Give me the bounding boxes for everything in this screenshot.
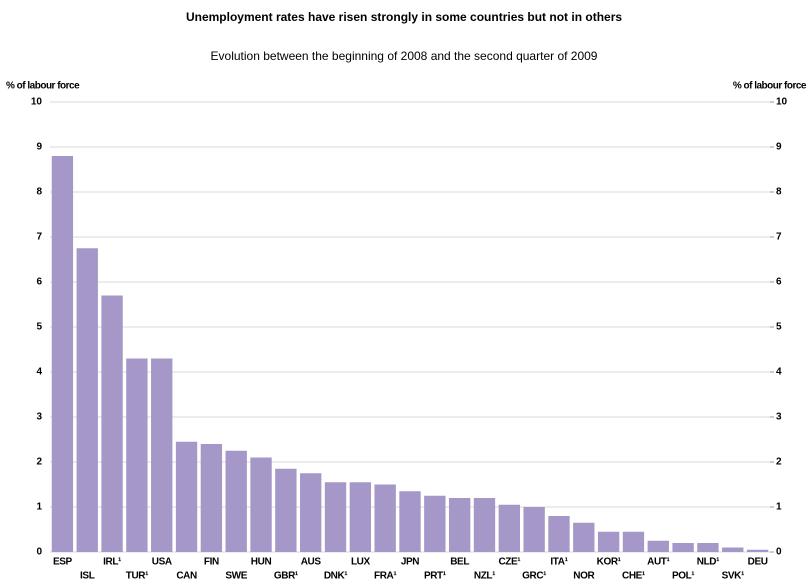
y2-axis-label: % of labour force: [733, 81, 807, 92]
x-tick-label: DEU: [748, 557, 768, 568]
y2-tick-label: 8: [776, 187, 782, 198]
x-tick-label: POL¹: [672, 571, 695, 581]
x-tick-label: FRA¹: [374, 571, 397, 581]
y-tick-label: 6: [36, 277, 42, 288]
x-tick-label: ISL: [80, 571, 95, 581]
y-tick-label: 4: [36, 367, 42, 378]
bar: [697, 543, 719, 552]
x-tick-label: SVK¹: [722, 571, 745, 581]
y2-tick-label: 5: [776, 322, 782, 333]
bar: [672, 543, 694, 552]
bar: [647, 540, 669, 552]
y-tick-label: 8: [36, 187, 42, 198]
bar: [473, 498, 496, 552]
y-tick-label: 0: [36, 547, 42, 558]
bar: [126, 358, 148, 552]
x-tick-label: NZL¹: [474, 571, 496, 581]
x-tick-label: BEL: [450, 557, 469, 568]
x-tick-label: CAN: [176, 571, 197, 581]
chart-subtitle: Evolution between the beginning of 2008 …: [211, 49, 598, 63]
x-tick-label: AUT¹: [647, 557, 670, 568]
x-tick-label: CHE¹: [622, 571, 646, 581]
y2-tick-label: 2: [776, 457, 782, 468]
x-tick-label: ESP: [53, 557, 73, 568]
x-tick-label: NOR: [573, 571, 595, 581]
bar: [250, 457, 272, 552]
x-tick-label: AUS: [301, 557, 322, 568]
y-axis-label: % of labour force: [6, 81, 80, 92]
bar: [498, 504, 520, 552]
x-tick-label: HUN: [251, 557, 272, 568]
x-tick-label: SWE: [225, 571, 247, 581]
y-tick-label: 1: [36, 502, 42, 513]
bar: [622, 531, 645, 552]
bar: [349, 482, 372, 552]
y2-tick-label: 1: [776, 502, 782, 513]
bar: [151, 358, 173, 552]
bar: [548, 516, 570, 552]
y-tick-label: 10: [31, 97, 43, 108]
bar: [424, 495, 446, 552]
x-tick-label: CZE¹: [498, 557, 521, 568]
y-tick-label: 3: [36, 412, 42, 423]
bar: [523, 507, 545, 552]
x-tick-label: ITA¹: [550, 557, 568, 568]
y2-tick-label: 9: [776, 142, 782, 153]
bar: [175, 441, 198, 552]
x-tick-label: FIN: [204, 557, 219, 568]
x-tick-label: IRL¹: [103, 557, 122, 568]
x-tick-label: TUR¹: [126, 571, 149, 581]
y-tick-label: 9: [36, 142, 42, 153]
chart-title: Unemployment rates have risen strongly i…: [186, 10, 622, 24]
bar: [200, 444, 223, 552]
x-tick-label: GRC¹: [522, 571, 547, 581]
bar: [746, 549, 769, 552]
x-tick-label: USA: [152, 557, 172, 568]
bar: [76, 248, 98, 552]
bar: [51, 156, 74, 552]
bar: [101, 295, 123, 552]
y-tick-label: 7: [36, 232, 42, 243]
x-tick-label: PRT¹: [424, 571, 447, 581]
x-tick-label: JPN: [401, 557, 419, 568]
y-tick-label: 5: [36, 322, 42, 333]
bar: [324, 482, 347, 552]
bar: [275, 468, 297, 552]
y2-tick-label: 6: [776, 277, 782, 288]
y2-tick-label: 7: [776, 232, 782, 243]
y2-tick-label: 10: [776, 97, 788, 108]
x-tick-label: DNK¹: [324, 571, 348, 581]
x-tick-label: GBR¹: [274, 571, 299, 581]
bar: [399, 491, 421, 552]
bar: [374, 484, 396, 552]
bar: [597, 531, 620, 552]
bar: [722, 547, 744, 552]
y2-tick-label: 0: [776, 547, 782, 558]
bar: [573, 522, 595, 552]
x-tick-label: LUX: [351, 557, 371, 568]
x-tick-label: KOR¹: [597, 557, 622, 568]
bar: [225, 450, 247, 552]
bar: [300, 473, 322, 552]
y2-tick-label: 3: [776, 412, 782, 423]
y-tick-label: 2: [36, 457, 42, 468]
y2-tick-label: 4: [776, 367, 782, 378]
bar: [448, 498, 471, 552]
x-tick-label: NLD¹: [697, 557, 720, 568]
